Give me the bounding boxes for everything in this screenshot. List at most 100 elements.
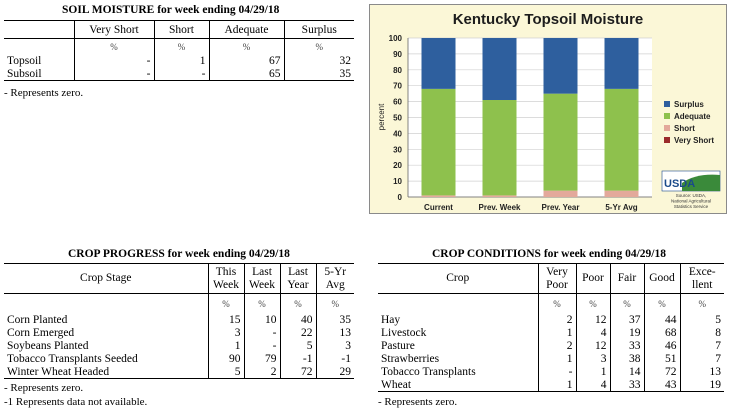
cell: 37 bbox=[610, 313, 645, 327]
y-tick-label: 90 bbox=[393, 50, 402, 59]
cell: 4 bbox=[576, 326, 611, 340]
legend-label: Short bbox=[674, 124, 695, 133]
table-row: Strawberries 1 3 38 51 7 bbox=[378, 352, 724, 366]
header-short: Short bbox=[154, 20, 210, 39]
y-tick-label: 10 bbox=[393, 177, 402, 186]
progress-note-zero: - Represents zero. bbox=[4, 382, 84, 394]
pct-label: % bbox=[209, 38, 285, 55]
crop-conditions-table: Crop Very Poor Poor Fair Good Exce-llent … bbox=[378, 263, 724, 392]
pct-label: % bbox=[538, 293, 577, 314]
y-tick-label: 100 bbox=[389, 34, 403, 43]
cell: 72 bbox=[644, 365, 681, 379]
row-label: Topsoil bbox=[4, 54, 75, 68]
bar-adequate bbox=[482, 100, 517, 196]
cell: - bbox=[244, 326, 281, 340]
table-row: Tobacco Transplants -1 14 72 13 bbox=[378, 365, 724, 379]
legend-swatch bbox=[664, 113, 670, 119]
crop-progress-table: Crop Stage This Week Last Week Last Year 5-… bbox=[4, 263, 354, 379]
chart-canvas: 0 10 20 30 40 50 60 70 80 90 100 percent Current Prev… bbox=[377, 34, 721, 212]
usda-logo-text: USDA bbox=[664, 178, 695, 190]
pct-label: % bbox=[244, 293, 281, 314]
cell: 2 bbox=[538, 313, 577, 327]
cell: 29 bbox=[339, 365, 352, 378]
bar-short bbox=[543, 190, 578, 197]
chart-source: Statistics Service bbox=[674, 204, 709, 209]
y-tick-label: 80 bbox=[393, 66, 402, 75]
pct-label: % bbox=[576, 293, 611, 314]
table-row: Soybeans Planted 1-5 3 bbox=[4, 339, 354, 353]
progress-note-na: -1 Represents data not available. bbox=[4, 396, 148, 408]
pct-label: % bbox=[644, 293, 681, 314]
x-tick-label: 5-Yr Avg bbox=[605, 203, 637, 212]
row-label: Subsoil bbox=[4, 67, 75, 81]
row-label: Livestock bbox=[378, 326, 539, 340]
soil-moisture-title: SOIL MOISTURE for week ending 04/29/18 bbox=[62, 4, 280, 16]
y-tick-label: 30 bbox=[393, 145, 402, 154]
bar-adequate bbox=[543, 93, 578, 191]
header-very-poor: Very Poor bbox=[538, 263, 577, 294]
cell: 35 bbox=[339, 67, 352, 80]
legend-swatch bbox=[664, 137, 670, 143]
bar-short bbox=[482, 195, 517, 197]
row-label: Corn Planted bbox=[4, 313, 209, 327]
y-tick-label: 40 bbox=[393, 129, 402, 138]
header-poor: Poor bbox=[576, 263, 611, 294]
x-tick-label: Prev. Week bbox=[479, 203, 522, 212]
table-row: Tobacco Transplants Seeded 90 79 -1 -1 bbox=[4, 352, 354, 366]
cell: 79 bbox=[244, 352, 281, 366]
row-label: Tobacco Transplants Seeded bbox=[4, 352, 209, 366]
chart-source: Source: USDA, bbox=[676, 193, 707, 198]
header-crop-stage: Crop Stage bbox=[4, 263, 209, 294]
cell: 5 bbox=[208, 365, 245, 379]
cell: 44 bbox=[644, 313, 681, 327]
y-tick-label: 50 bbox=[393, 114, 402, 123]
usda-logo-field bbox=[682, 174, 720, 191]
cell: 12 bbox=[576, 313, 611, 327]
cell: 22 bbox=[280, 326, 317, 340]
cell: 46 bbox=[644, 339, 681, 353]
crop-progress-title: CROP PROGRESS for week ending 04/29/18 bbox=[68, 248, 290, 260]
topsoil-moisture-chart: Kentucky Topsoil Moisture 0 10 20 30 40 50 60 7… bbox=[369, 4, 727, 214]
legend-swatch bbox=[664, 101, 670, 107]
header-last-year: Last Year bbox=[280, 263, 317, 294]
x-tick-label: Current bbox=[424, 203, 453, 212]
pct-label: % bbox=[280, 293, 317, 314]
pct-label: % bbox=[610, 293, 645, 314]
cell: 13 bbox=[339, 327, 352, 339]
y-tick-label: 70 bbox=[393, 82, 402, 91]
cell: 15 bbox=[208, 313, 245, 327]
cell: 10 bbox=[244, 313, 281, 327]
cell: 65 bbox=[209, 67, 285, 81]
header-blank bbox=[4, 20, 75, 39]
cell: 14 bbox=[610, 365, 645, 379]
crop-conditions-title: CROP CONDITIONS for week ending 04/29/18 bbox=[432, 248, 666, 260]
header-very-short: Very Short bbox=[74, 20, 155, 39]
header-this-week: This Week bbox=[208, 263, 245, 294]
cell: 1 bbox=[538, 378, 577, 392]
header-fair: Fair bbox=[610, 263, 645, 294]
y-tick-label: 60 bbox=[393, 98, 402, 107]
cell: 40 bbox=[280, 313, 317, 327]
table-row: Wheat 1 4 33 43 19 bbox=[378, 378, 724, 392]
pct-label: % bbox=[331, 298, 340, 309]
bar-short bbox=[421, 195, 456, 197]
pct-label: % bbox=[698, 298, 707, 309]
conditions-note: - Represents zero. bbox=[378, 396, 458, 408]
cell: 4 bbox=[576, 378, 611, 392]
table-row: Corn Emerged 3-22 13 bbox=[4, 326, 354, 340]
cell: - bbox=[538, 365, 577, 379]
cell: 1 bbox=[538, 352, 577, 366]
bar-surplus bbox=[543, 38, 578, 94]
row-label: Pasture bbox=[378, 339, 539, 353]
cell: 51 bbox=[644, 352, 681, 366]
table-row: Topsoil - 1 67 32 bbox=[4, 54, 354, 68]
bar-adequate bbox=[421, 88, 456, 196]
cell: 12 bbox=[576, 339, 611, 353]
cell: - bbox=[244, 339, 281, 353]
table-row: Livestock 1 4 19 68 8 bbox=[378, 326, 724, 340]
bar-surplus bbox=[482, 38, 517, 101]
pct-label: % bbox=[315, 41, 324, 52]
cell: 38 bbox=[610, 352, 645, 366]
row-label: Corn Emerged bbox=[4, 326, 209, 340]
cell: 1 bbox=[208, 339, 245, 353]
